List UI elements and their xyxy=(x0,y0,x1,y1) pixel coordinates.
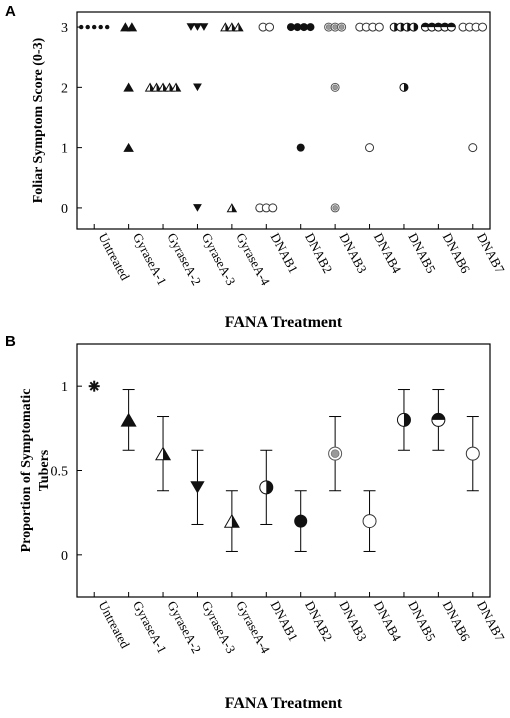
point-gyrasea-3 xyxy=(193,204,202,212)
x-tick-label-dnab1: DNAB1 xyxy=(268,598,302,643)
point-dnab3 xyxy=(337,22,347,32)
point-gyrasea-1 xyxy=(126,22,138,32)
point-untreated xyxy=(92,24,97,30)
x-tick-label-dnab6: DNAB6 xyxy=(440,598,474,644)
y-axis-label-b: Proportion of Symptomatic xyxy=(19,389,34,553)
point-dnab2 xyxy=(286,23,295,32)
plot-frame-a xyxy=(76,11,491,230)
point-gyrasea-3 xyxy=(199,23,209,31)
point-untreated xyxy=(88,380,100,392)
y-axis-label-a: Foliar Symptom Score (0-3) xyxy=(31,37,46,203)
x-tick-label-dnab3: DNAB3 xyxy=(336,598,370,643)
x-tick-label-dnab2: DNAB2 xyxy=(302,598,336,643)
x-tick-label-dnab7: DNAB7 xyxy=(474,598,508,644)
y-axis-label-b-line2: Tubers xyxy=(37,449,52,491)
point-gyrasea-3 xyxy=(193,23,202,31)
x-axis-label-a: FANA Treatment xyxy=(225,314,343,331)
point-untreated xyxy=(79,24,84,30)
point-dnab1 xyxy=(265,22,275,32)
point-gyrasea-1 xyxy=(123,142,134,152)
x-tick-label-dnab4: DNAB4 xyxy=(371,598,405,644)
x-tick-label-gyrasea-3: GyraseA-3 xyxy=(199,598,239,655)
panel-letter-a: A xyxy=(5,3,16,20)
y-tick-label-b: 1 xyxy=(61,380,68,395)
point-dnab6 xyxy=(446,22,456,32)
point-gyrasea-2 xyxy=(144,82,156,92)
point-gyrasea-2 xyxy=(151,82,162,92)
point-dnab4 xyxy=(374,22,384,32)
y-tick-label-a: 1 xyxy=(61,142,68,157)
point-untreated xyxy=(105,24,110,30)
point-dnab6 xyxy=(427,22,437,32)
point-dnab2 xyxy=(293,23,302,32)
point-dnab4 xyxy=(362,514,377,529)
point-gyrasea-2 xyxy=(155,446,172,461)
point-dnab5 xyxy=(396,412,411,427)
point-dnab7 xyxy=(468,143,478,153)
point-gyrasea-2 xyxy=(170,82,182,92)
x-tick-label-gyrasea-1: GyraseA-1 xyxy=(130,598,170,655)
x-tick-label-gyrasea-2: GyraseA-2 xyxy=(164,598,204,655)
point-untreated xyxy=(98,24,103,30)
y-tick-label-b: 0 xyxy=(61,549,68,564)
point-gyrasea-2 xyxy=(157,82,169,92)
y-tick-label-b: 0.5 xyxy=(51,465,69,480)
point-untreated xyxy=(85,24,90,30)
point-dnab2 xyxy=(296,143,305,152)
point-dnab5 xyxy=(399,82,409,92)
point-dnab1 xyxy=(259,480,274,495)
point-gyrasea-3 xyxy=(193,83,202,92)
point-dnab2 xyxy=(299,23,308,32)
point-dnab6 xyxy=(433,22,443,32)
y-tick-label-a: 2 xyxy=(61,81,68,96)
point-gyrasea-4 xyxy=(223,513,240,528)
point-gyrasea-4 xyxy=(226,203,238,213)
point-dnab6 xyxy=(431,412,446,427)
point-dnab4 xyxy=(365,143,375,153)
point-dnab3 xyxy=(328,446,343,461)
x-tick-label-dnab5: DNAB5 xyxy=(405,598,439,643)
x-tick-label-untreated: Untreated xyxy=(96,598,134,651)
point-dnab3 xyxy=(330,82,340,92)
point-dnab1 xyxy=(268,203,278,213)
x-axis-label-b: FANA Treatment xyxy=(225,695,343,712)
point-gyrasea-4 xyxy=(233,22,244,32)
point-dnab2 xyxy=(306,23,315,32)
point-gyrasea-1 xyxy=(123,82,134,92)
point-gyrasea-1 xyxy=(120,412,137,427)
point-dnab7 xyxy=(465,446,480,461)
panel-letter-b: B xyxy=(5,333,16,350)
y-tick-label-a: 3 xyxy=(61,21,68,36)
y-tick-label-a: 0 xyxy=(61,202,68,217)
point-dnab2 xyxy=(294,514,308,528)
point-gyrasea-1 xyxy=(120,22,131,32)
plot-frame-b xyxy=(76,343,491,598)
point-dnab3 xyxy=(330,203,340,213)
point-dnab5 xyxy=(409,22,419,32)
point-dnab7 xyxy=(478,22,488,32)
point-gyrasea-3 xyxy=(186,23,196,31)
point-gyrasea-3 xyxy=(190,481,205,494)
point-dnab3 xyxy=(330,22,340,32)
point-gyrasea-2 xyxy=(164,82,175,92)
